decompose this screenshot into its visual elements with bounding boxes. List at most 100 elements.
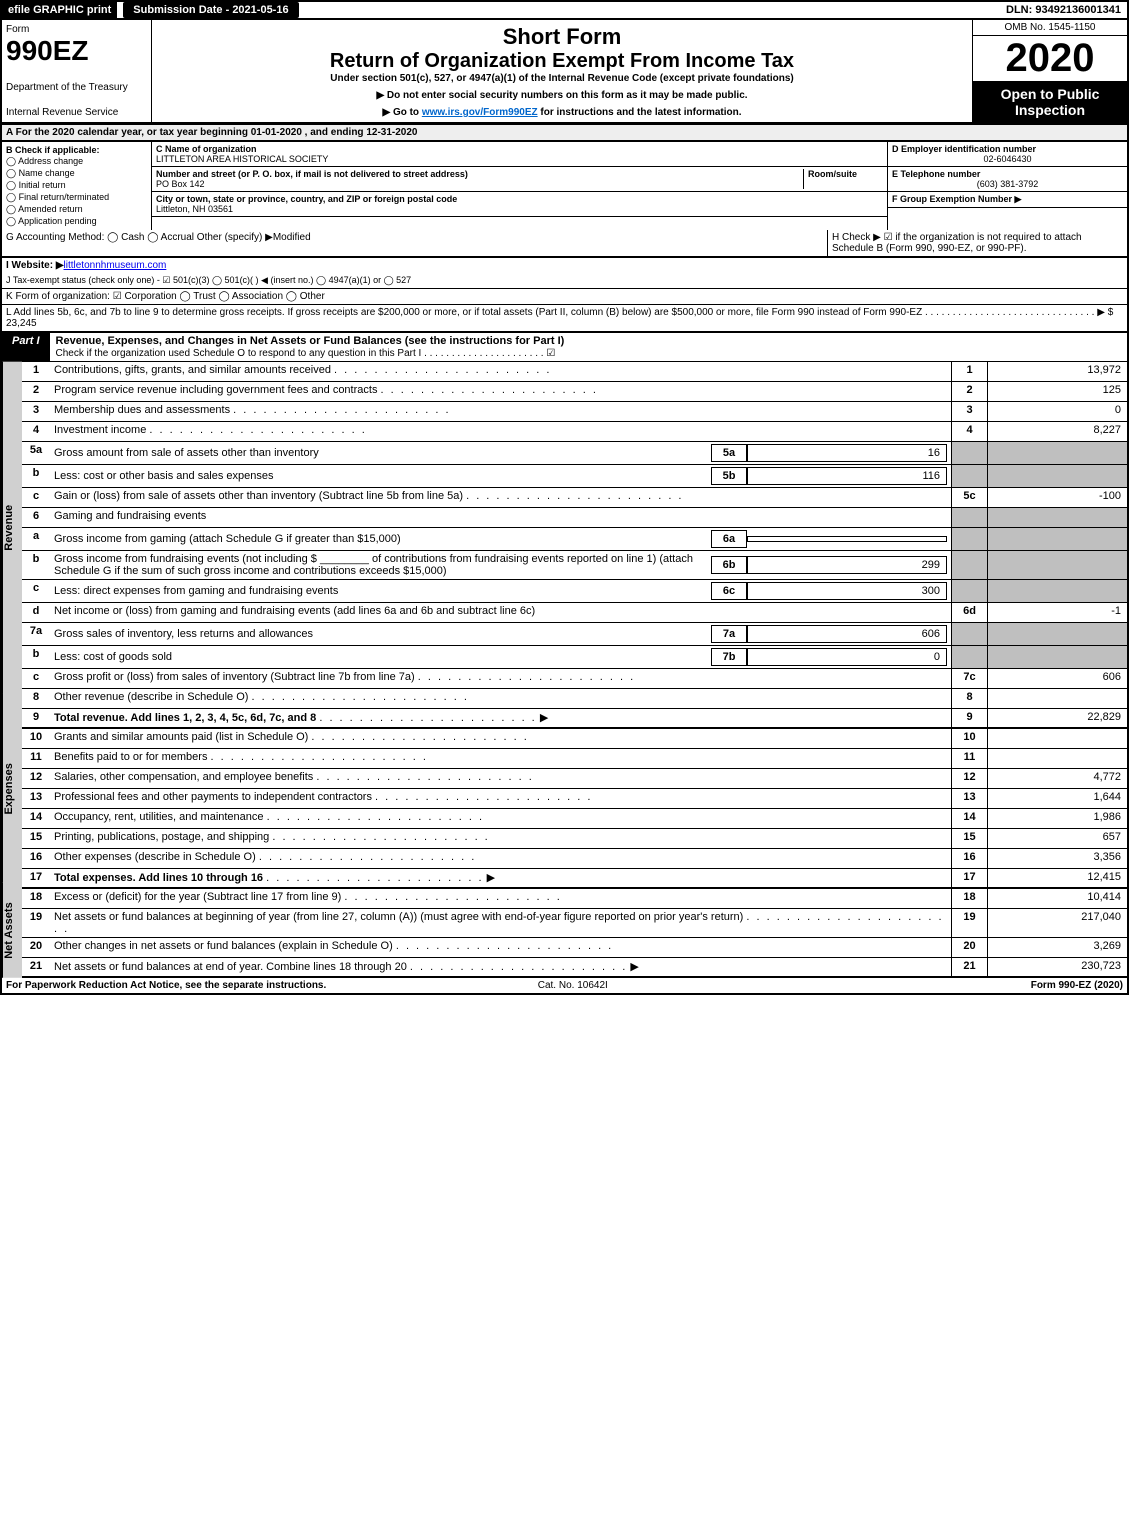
line-11: 11 Benefits paid to or for members 11 — [22, 749, 1127, 769]
ln-16-v: 3,356 — [987, 849, 1127, 868]
ln-8-v — [987, 689, 1127, 708]
ln-15-n: 15 — [22, 829, 50, 848]
ln-17-v: 12,415 — [987, 869, 1127, 887]
ln-1-d: Contributions, gifts, grants, and simila… — [50, 362, 951, 381]
ln-19-text: Net assets or fund balances at beginning… — [54, 911, 743, 923]
c-addr-label: Number and street (or P. O. box, if mail… — [156, 169, 803, 179]
ln-5b-icn: 5b — [711, 467, 747, 485]
ln-8-n: 8 — [22, 689, 50, 708]
ln-13-text: Professional fees and other payments to … — [54, 791, 372, 803]
netassets-label: Net Assets — [2, 883, 22, 978]
b-amended-return[interactable]: ◯ Amended return — [6, 204, 147, 215]
ln-5a-text: Gross amount from sale of assets other t… — [54, 447, 711, 459]
irs-link[interactable]: www.irs.gov/Form990EZ — [422, 107, 538, 118]
arrow-icon: ▶ — [630, 961, 638, 973]
ln-9-cn: 9 — [951, 709, 987, 727]
b-application-pending[interactable]: ◯ Application pending — [6, 216, 147, 227]
table-rows: 1Contributions, gifts, grants, and simil… — [22, 362, 1127, 978]
dots-icon — [272, 831, 489, 843]
b-final-return[interactable]: ◯ Final return/terminated — [6, 192, 147, 203]
dots-icon — [466, 490, 683, 502]
ln-4-text: Investment income — [54, 424, 146, 436]
ln-14-cn: 14 — [951, 809, 987, 828]
b-init-text: Initial return — [19, 180, 66, 190]
ln-13-d: Professional fees and other payments to … — [50, 789, 951, 808]
ln-6a-icn: 6a — [711, 530, 747, 548]
ln-15-v: 657 — [987, 829, 1127, 848]
f-label: F Group Exemption Number ▶ — [892, 194, 1123, 205]
ln-7b-cn — [951, 646, 987, 668]
b-final-text: Final return/terminated — [19, 192, 110, 202]
ln-18-cn: 18 — [951, 889, 987, 908]
e-phone: (603) 381-3792 — [892, 179, 1123, 189]
ln-6c-iv: 300 — [747, 582, 947, 600]
ln-11-n: 11 — [22, 749, 50, 768]
b-app-text: Application pending — [18, 216, 97, 226]
efile-label: efile GRAPHIC print — [2, 2, 117, 18]
ln-7b-iv: 0 — [747, 648, 947, 666]
line-21: 21Net assets or fund balances at end of … — [22, 958, 1127, 978]
c-city-label: City or town, state or province, country… — [156, 194, 883, 204]
line-7b: bLess: cost of goods sold7b0 — [22, 646, 1127, 669]
dots-icon — [266, 872, 483, 884]
ln-19-cn: 19 — [951, 909, 987, 937]
ln-5c-d: Gain or (loss) from sale of assets other… — [50, 488, 951, 507]
line-15: 15Printing, publications, postage, and s… — [22, 829, 1127, 849]
ln-12-v: 4,772 — [987, 769, 1127, 788]
org-name-row: C Name of organization LITTLETON AREA HI… — [152, 142, 887, 167]
ln-7c-cn: 7c — [951, 669, 987, 688]
ln-11-text: Benefits paid to or for members — [54, 751, 207, 763]
ln-9-d: Total revenue. Add lines 1, 2, 3, 4, 5c,… — [50, 709, 951, 727]
ln-6d-cn: 6d — [951, 603, 987, 622]
ln-21-cn: 21 — [951, 958, 987, 976]
ln-11-cn: 11 — [951, 749, 987, 768]
ln-6-n: 6 — [22, 508, 50, 527]
line-4: 4Investment income 48,227 — [22, 422, 1127, 442]
ln-7a-d: Gross sales of inventory, less returns a… — [50, 623, 951, 645]
ln-9-text: Total revenue. Add lines 1, 2, 3, 4, 5c,… — [54, 712, 316, 724]
org-addr-row: Number and street (or P. O. box, if mail… — [152, 167, 887, 192]
d-ein-row: D Employer identification number 02-6046… — [888, 142, 1127, 167]
goto-note: ▶ Go to www.irs.gov/Form990EZ for instru… — [156, 107, 968, 118]
ln-7a-v — [987, 623, 1127, 645]
ln-16-n: 16 — [22, 849, 50, 868]
website-link[interactable]: littletonnhmuseum.com — [64, 260, 167, 271]
ln-19-n: 19 — [22, 909, 50, 937]
ln-20-d: Other changes in net assets or fund bala… — [50, 938, 951, 957]
k-form-org: K Form of organization: ☑ Corporation ◯ … — [0, 289, 1129, 305]
b-initial-return[interactable]: ◯ Initial return — [6, 180, 147, 191]
ln-8-text: Other revenue (describe in Schedule O) — [54, 691, 248, 703]
part1-title-text: Revenue, Expenses, and Changes in Net As… — [56, 335, 565, 347]
ln-7b-icn: 7b — [711, 648, 747, 666]
form-label: Form — [6, 24, 147, 35]
ln-6c-n: c — [22, 580, 50, 602]
ln-9-v: 22,829 — [987, 709, 1127, 727]
ln-3-cn: 3 — [951, 402, 987, 421]
ln-13-v: 1,644 — [987, 789, 1127, 808]
org-address: PO Box 142 — [156, 179, 803, 189]
ln-12-d: Salaries, other compensation, and employ… — [50, 769, 951, 788]
b-name-change[interactable]: ◯ Name change — [6, 168, 147, 179]
page-footer: For Paperwork Reduction Act Notice, see … — [0, 978, 1129, 995]
line-5b: bLess: cost or other basis and sales exp… — [22, 465, 1127, 488]
ln-6d-n: d — [22, 603, 50, 622]
ln-4-d: Investment income — [50, 422, 951, 441]
ln-6c-cn — [951, 580, 987, 602]
ln-6a-n: a — [22, 528, 50, 550]
ln-6b-iv: 299 — [747, 556, 947, 574]
line-6b: bGross income from fundraising events (n… — [22, 551, 1127, 580]
i-website: I Website: ▶littletonnhmuseum.com — [0, 258, 1129, 273]
form-ref: Form 990-EZ (2020) — [1031, 980, 1123, 991]
ln-5b-cn — [951, 465, 987, 487]
line-19: 19 Net assets or fund balances at beginni… — [22, 909, 1127, 938]
ln-6c-text: Less: direct expenses from gaming and fu… — [54, 585, 711, 597]
line-12: 12Salaries, other compensation, and empl… — [22, 769, 1127, 789]
under-section: Under section 501(c), 527, or 4947(a)(1)… — [156, 73, 968, 84]
ln-6b-text: Gross income from fundraising events (no… — [54, 553, 711, 577]
ln-6c-v — [987, 580, 1127, 602]
ln-7b-d: Less: cost of goods sold7b0 — [50, 646, 951, 668]
part1-title: Revenue, Expenses, and Changes in Net As… — [50, 333, 1127, 361]
line-2: 2Program service revenue including gover… — [22, 382, 1127, 402]
b-address-change[interactable]: ◯ Address change — [6, 156, 147, 167]
dots-icon — [375, 791, 592, 803]
